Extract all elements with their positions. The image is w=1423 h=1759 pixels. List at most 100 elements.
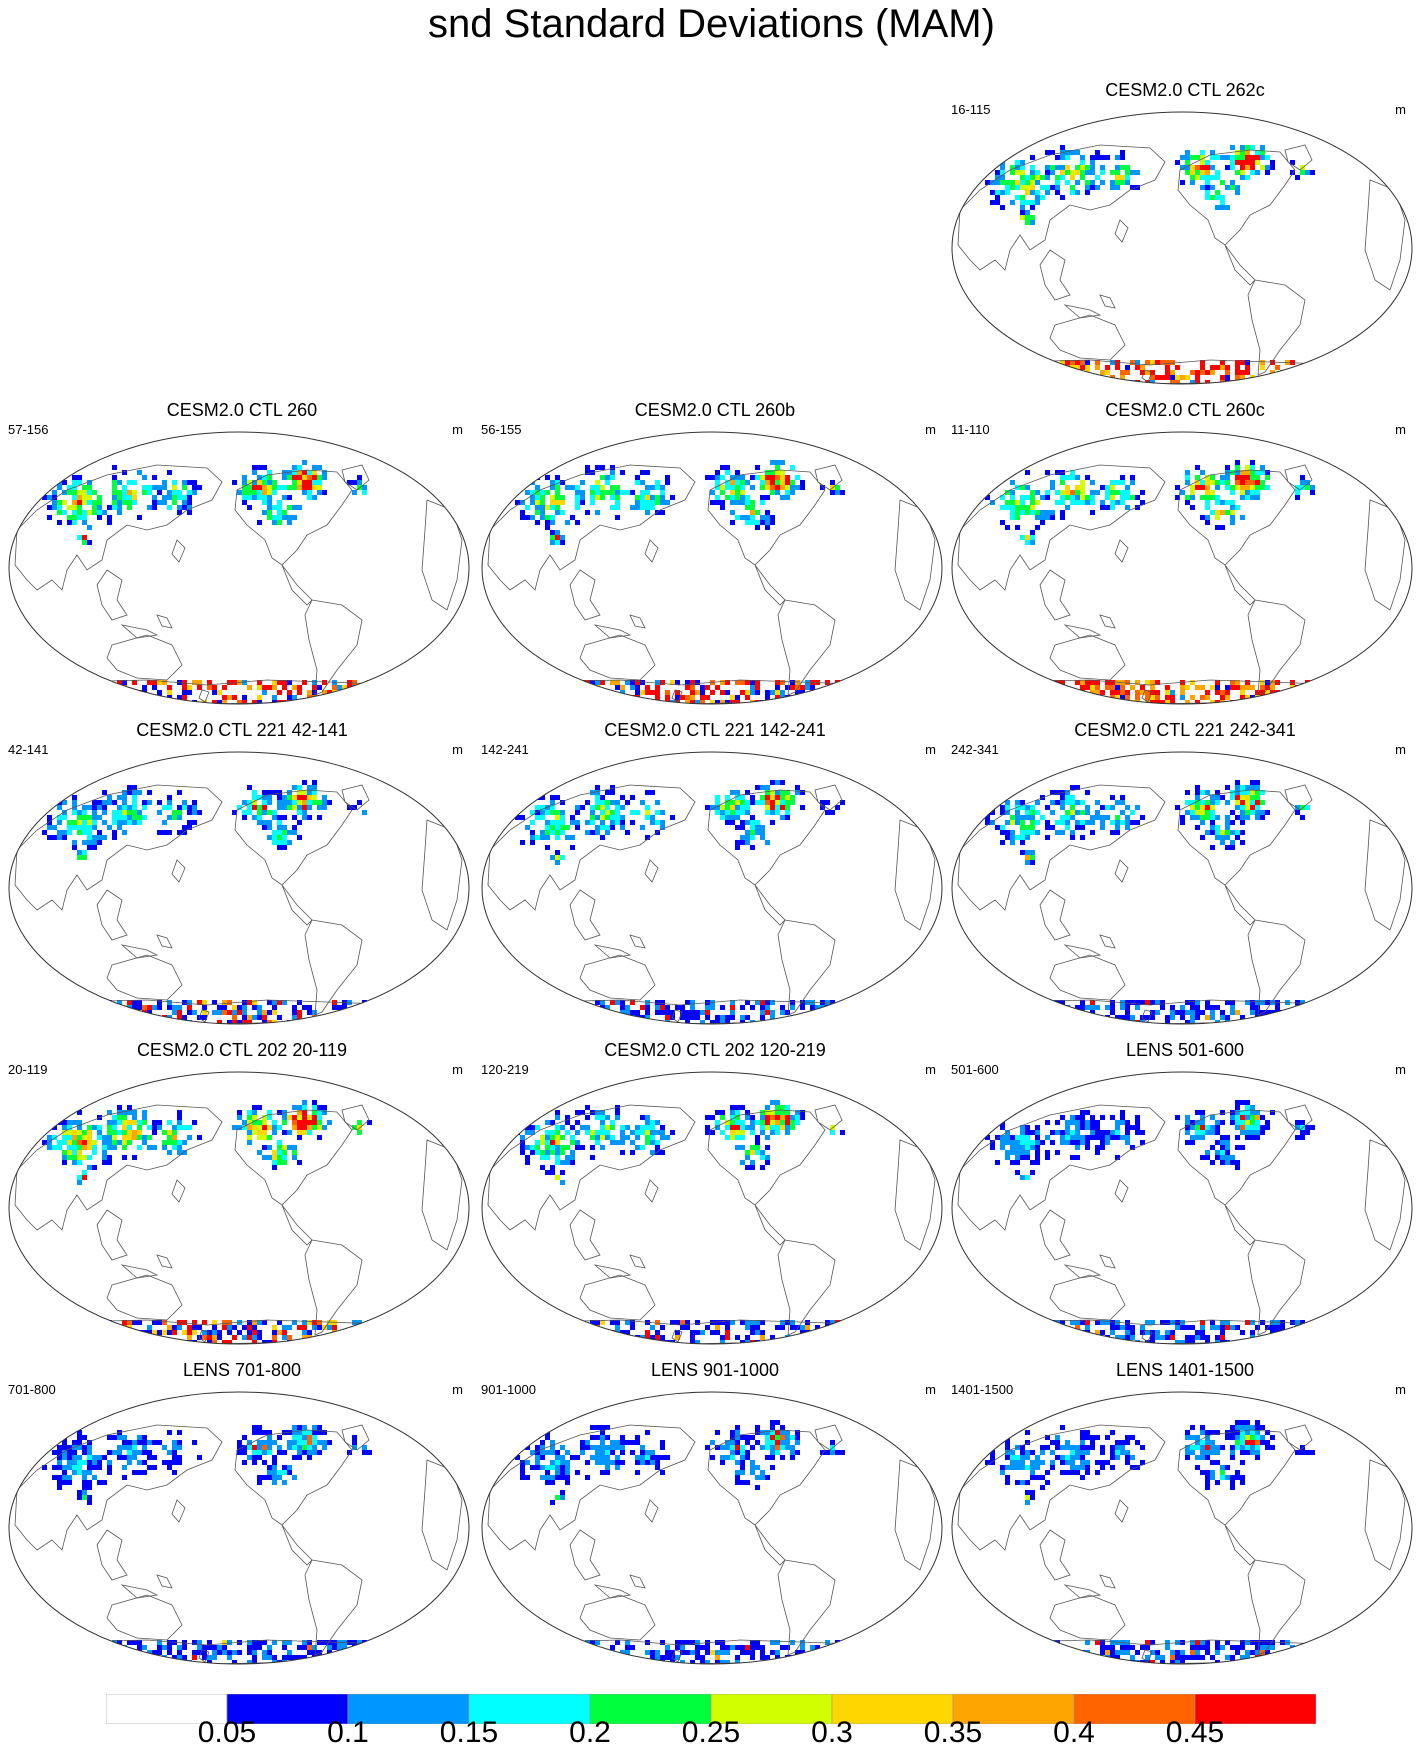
map-panel: CESM2.0 CTL 221 242-341 242-341 m <box>950 720 1420 1030</box>
colorbar-tick-label: 0.15 <box>439 1716 499 1749</box>
panel-unit: m <box>1395 1062 1406 1077</box>
snow-depth-field <box>515 1100 880 1344</box>
world-map <box>481 1391 943 1665</box>
map-panel: CESM2.0 CTL 221 142-241 142-241 m <box>480 720 950 1030</box>
map-outline <box>951 431 1413 705</box>
world-map <box>951 751 1413 1025</box>
colorbar-swatch <box>1194 1694 1316 1724</box>
colorbar-tick-label: 0.45 <box>1165 1716 1225 1749</box>
colorbar-tick-label: 0.05 <box>197 1716 257 1749</box>
snow-depth-field <box>42 780 407 1024</box>
world-map <box>8 1391 470 1665</box>
colorbar-swatch <box>831 1694 954 1724</box>
panel-unit: m <box>452 1382 463 1397</box>
panel-title: CESM2.0 CTL 221 142-241 <box>604 720 826 740</box>
colorbar-swatch <box>589 1694 712 1724</box>
panel-year-range: 120-219 <box>481 1062 529 1077</box>
snow-depth-field <box>42 1425 407 1664</box>
map-panel: CESM2.0 CTL 202 120-219 120-219 m <box>480 1040 950 1350</box>
world-map <box>481 751 943 1025</box>
panel-title: CESM2.0 CTL 260b <box>634 400 796 420</box>
main-title: snd Standard Deviations (MAM) <box>428 2 995 46</box>
panel-year-range: 901-1000 <box>481 1382 536 1397</box>
panel-year-range: 20-119 <box>8 1062 48 1077</box>
world-map <box>8 751 470 1025</box>
panel-title: CESM2.0 CTL 260 <box>166 400 318 420</box>
world-map <box>951 1071 1413 1345</box>
colorbar-tick-label: 0.25 <box>681 1716 741 1749</box>
colorbar-tick-label: 0.4 <box>1053 1716 1095 1749</box>
panel-unit: m <box>1395 1382 1406 1397</box>
snow-depth-field <box>985 1100 1350 1344</box>
panel-title: CESM2.0 CTL 221 242-341 <box>1074 720 1296 740</box>
panel-unit: m <box>1395 102 1406 117</box>
colorbar-swatch <box>1073 1694 1196 1724</box>
map-outline <box>8 751 470 1025</box>
snow-depth-field <box>985 460 1350 704</box>
colorbar-tick-label: 0.35 <box>923 1716 983 1749</box>
snow-depth-field <box>515 780 880 1024</box>
panel-title: CESM2.0 CTL 260c <box>1105 400 1265 420</box>
map-panel: CESM2.0 CTL 260 57-156 m <box>7 400 477 710</box>
snow-depth-field <box>42 1100 407 1344</box>
panel-year-range: 57-156 <box>8 422 49 437</box>
map-panel: LENS 501-600 501-600 m <box>950 1040 1420 1350</box>
snow-depth-field <box>42 460 407 704</box>
coastlines <box>487 784 936 1024</box>
panel-title: LENS 1401-1500 <box>1115 1360 1255 1380</box>
panel-unit: m <box>452 742 463 757</box>
map-outline <box>951 751 1413 1025</box>
panel-year-range: 242-341 <box>951 742 999 757</box>
map-outline <box>481 751 943 1025</box>
map-panel: LENS 701-800 701-800 m <box>7 1360 477 1670</box>
map-outline <box>8 431 470 705</box>
map-outline <box>951 111 1413 385</box>
map-panel: LENS 1401-1500 1401-1500 m <box>950 1360 1420 1670</box>
map-panel: CESM2.0 CTL 202 20-119 20-119 m <box>7 1040 477 1350</box>
map-panel: CESM2.0 CTL 260b 56-155 m <box>480 400 950 710</box>
map-panel: LENS 901-1000 901-1000 m <box>480 1360 950 1670</box>
snow-depth-field <box>515 460 880 704</box>
colorbar-tick-label: 0.2 <box>569 1716 611 1749</box>
map-outline <box>481 431 943 705</box>
colorbar <box>106 1694 1316 1724</box>
panel-unit: m <box>1395 422 1406 437</box>
panel-year-range: 701-800 <box>8 1382 56 1397</box>
world-map <box>8 1071 470 1345</box>
world-map <box>481 431 943 705</box>
panel-unit: m <box>1395 742 1406 757</box>
panel-unit: m <box>925 422 936 437</box>
panel-unit: m <box>925 742 936 757</box>
panel-title: CESM2.0 CTL 202 120-219 <box>604 1040 826 1060</box>
map-outline <box>8 1071 470 1345</box>
colorbar-tick-label: 0.3 <box>811 1716 853 1749</box>
snow-depth-field <box>515 1420 880 1664</box>
panel-title: LENS 701-800 <box>182 1360 302 1380</box>
panel-year-range: 56-155 <box>481 422 522 437</box>
map-outline <box>951 1071 1413 1345</box>
colorbar-tick-label: 0.1 <box>327 1716 369 1749</box>
world-map <box>481 1071 943 1345</box>
panel-year-range: 16-115 <box>951 102 991 117</box>
panel-year-range: 11-110 <box>951 422 990 437</box>
panel-title: CESM2.0 CTL 262c <box>1105 80 1265 100</box>
map-panel: CESM2.0 CTL 221 42-141 42-141 m <box>7 720 477 1030</box>
world-map <box>8 431 470 705</box>
panel-year-range: 1401-1500 <box>951 1382 1014 1397</box>
panel-year-range: 501-600 <box>951 1062 999 1077</box>
panel-title: CESM2.0 CTL 221 42-141 <box>136 720 348 740</box>
panel-title: CESM2.0 CTL 202 20-119 <box>136 1040 348 1060</box>
panel-year-range: 42-141 <box>8 742 49 757</box>
world-map <box>951 431 1413 705</box>
panel-unit: m <box>925 1062 936 1077</box>
colorbar-swatch <box>468 1694 591 1724</box>
map-panel: CESM2.0 CTL 262c 16-115 m <box>950 80 1420 390</box>
map-outline <box>481 1391 943 1665</box>
map-panel: CESM2.0 CTL 260c 11-110 m <box>950 400 1420 710</box>
map-outline <box>8 1391 470 1665</box>
snow-depth-field <box>985 1420 1350 1664</box>
panel-title: LENS 501-600 <box>1125 1040 1245 1060</box>
panel-year-range: 142-241 <box>481 742 529 757</box>
world-map <box>951 111 1413 385</box>
map-outline <box>951 1391 1413 1665</box>
